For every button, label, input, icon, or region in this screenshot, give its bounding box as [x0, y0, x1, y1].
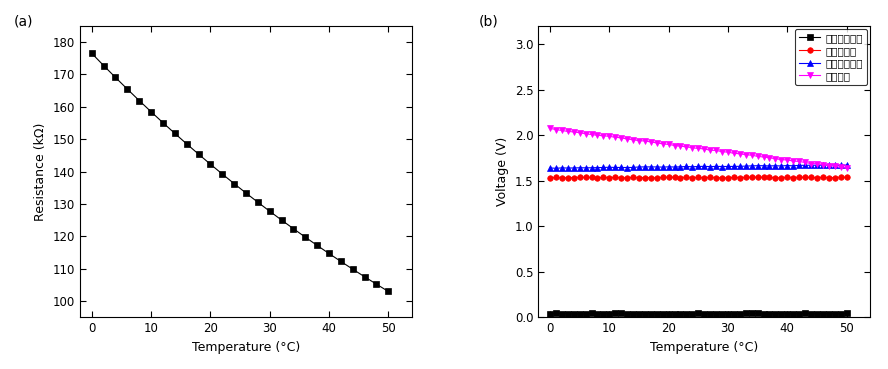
- 전단력센서: [764, 175, 774, 180]
- 온도센서: [741, 152, 751, 157]
- 전단력센서: [723, 176, 733, 180]
- X-axis label: Temperature (°C): Temperature (°C): [192, 341, 300, 354]
- 정적압력센서: [604, 312, 614, 316]
- 온도센서: [544, 126, 555, 131]
- 정적압력센서: [652, 311, 662, 316]
- 온도센서: [634, 138, 645, 143]
- 전단력센서: [634, 176, 645, 180]
- Line: 동적압력센서: 동적압력센서: [547, 162, 849, 171]
- 온도센서: [610, 135, 621, 139]
- 전단력센서: [836, 175, 846, 179]
- 정적압력센서: [841, 311, 852, 315]
- Line: 온도센서: 온도센서: [547, 125, 849, 171]
- 동적압력센서: [746, 163, 757, 168]
- 전단력센서: [639, 175, 650, 180]
- Line: 정적압력센서: 정적압력센서: [547, 311, 849, 317]
- 정적압력센서: [544, 311, 555, 316]
- 동적압력센서: [829, 163, 840, 167]
- 동적압력센서: [616, 165, 627, 170]
- Y-axis label: Resistance (kΩ): Resistance (kΩ): [34, 123, 47, 221]
- Legend: 정적압력센서, 전단력센서, 동적압력센서, 온도센서: 정적압력센서, 전단력센서, 동적압력센서, 온도센서: [796, 29, 867, 85]
- 온도센서: [836, 165, 846, 170]
- Line: 전단력센서: 전단력센서: [547, 175, 849, 181]
- 온도센서: [841, 166, 852, 170]
- 전단력센서: [841, 175, 852, 180]
- 정적압력센서: [646, 311, 656, 316]
- 동적압력센서: [836, 163, 846, 168]
- 정적압력센서: [836, 312, 846, 316]
- 동적압력센서: [764, 164, 774, 168]
- 동적압력센서: [544, 166, 555, 170]
- Text: (b): (b): [479, 14, 498, 28]
- 온도센서: [758, 155, 769, 159]
- 전단력센서: [610, 175, 621, 179]
- 정적압력센서: [752, 311, 763, 316]
- X-axis label: Temperature (°C): Temperature (°C): [650, 341, 758, 354]
- 전단력센서: [544, 176, 555, 180]
- 정적압력센서: [770, 311, 781, 316]
- 온도센서: [639, 139, 650, 143]
- Text: (a): (a): [13, 14, 33, 28]
- Y-axis label: Voltage (V): Voltage (V): [496, 137, 509, 206]
- 정적압력센서: [622, 312, 632, 316]
- 동적압력센서: [551, 166, 561, 170]
- 정적압력센서: [610, 311, 621, 315]
- 동적압력센서: [646, 165, 656, 169]
- 동적압력센서: [841, 163, 852, 167]
- 전단력센서: [746, 175, 757, 179]
- 전단력센서: [829, 175, 840, 180]
- 동적압력센서: [639, 165, 650, 169]
